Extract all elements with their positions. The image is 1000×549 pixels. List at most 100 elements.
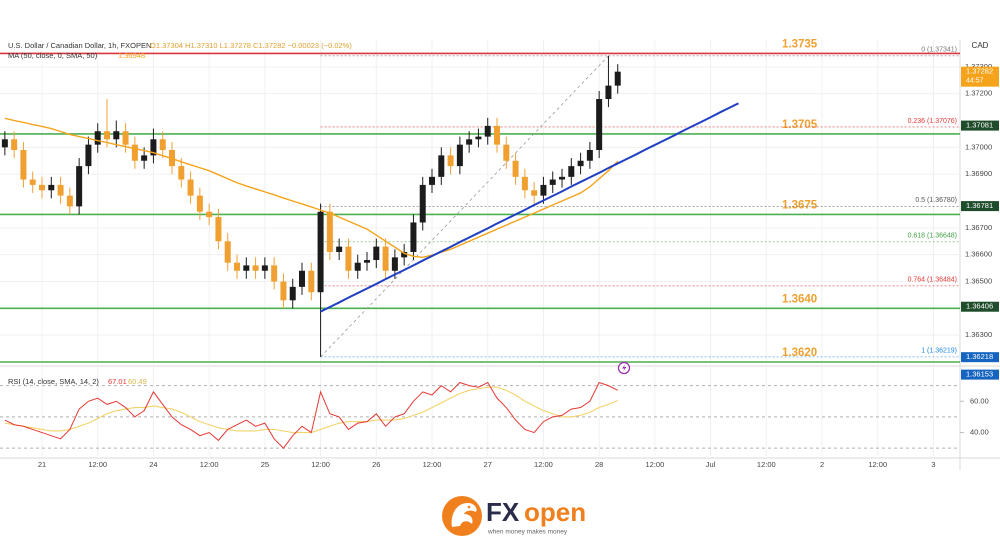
level-label: 1.3640 xyxy=(782,293,817,305)
price-badge xyxy=(961,120,999,131)
fib-label: 0.5 (1.36780) xyxy=(915,197,957,204)
candle-body xyxy=(113,131,120,140)
candle-body xyxy=(503,144,510,161)
rsi-tick-label: 60.00 xyxy=(970,396,989,405)
rsi-legend-value: 67.01 xyxy=(108,377,127,386)
x-tick-label: 27 xyxy=(484,460,492,469)
candle-body xyxy=(187,179,194,196)
candle-body xyxy=(382,246,389,271)
candle-body xyxy=(438,155,445,177)
candle-body xyxy=(159,139,166,151)
candle-body xyxy=(224,241,231,263)
event-icon-bolt xyxy=(622,364,627,372)
x-tick-label: 12:00 xyxy=(757,460,776,469)
candle-body xyxy=(401,251,408,258)
x-tick-label: 12:00 xyxy=(88,460,107,469)
rsi-sma-legend-value: 60.49 xyxy=(128,377,147,386)
candle-body xyxy=(475,136,482,140)
x-tick-label: 12:00 xyxy=(868,460,887,469)
x-tick-label: 3 xyxy=(931,460,935,469)
candle-body xyxy=(429,176,436,185)
candle-body xyxy=(317,211,324,293)
logo: FX open when money makes money xyxy=(442,496,586,536)
candle-body xyxy=(364,260,371,263)
candle-body xyxy=(466,139,473,145)
fib-label: 0.236 (1.37076) xyxy=(908,118,957,125)
x-tick-label: 26 xyxy=(372,460,380,469)
price-badge xyxy=(961,66,999,87)
level-label: 1.3705 xyxy=(782,119,818,131)
rsi-line xyxy=(4,381,618,449)
candle-body xyxy=(531,190,538,196)
logo-brand-a: FX xyxy=(486,497,520,527)
price-badge xyxy=(961,201,999,212)
x-tick-label: 12:00 xyxy=(534,460,553,469)
candle-body xyxy=(568,166,575,177)
candle-body xyxy=(261,265,268,271)
candle-body xyxy=(512,160,519,177)
candle-body xyxy=(39,184,45,191)
x-tick-label: 2 xyxy=(820,460,824,469)
fib-label: 0.618 (1.36648) xyxy=(908,233,957,240)
x-tick-label: Jul xyxy=(706,460,716,469)
x-tick-label: 12:00 xyxy=(423,460,442,469)
candle-body xyxy=(48,184,55,191)
ma-line xyxy=(4,117,619,259)
x-tick-label: 21 xyxy=(38,460,46,469)
candle-body xyxy=(243,265,250,271)
x-tick-label: 25 xyxy=(261,460,269,469)
y-tick-label: 1.36900 xyxy=(965,169,992,178)
y-tick-label: 1.36600 xyxy=(965,250,992,259)
candle-body xyxy=(271,265,278,282)
price-badge xyxy=(961,352,999,363)
candle-body xyxy=(252,265,259,271)
candle-body xyxy=(104,131,111,140)
candle-body xyxy=(605,85,612,100)
candle-body xyxy=(391,257,398,271)
y-tick-label: 1.37000 xyxy=(965,142,992,151)
candle-body xyxy=(280,281,287,301)
candle-body xyxy=(410,222,417,252)
x-tick-label: 12:00 xyxy=(200,460,219,469)
countdown: 44:57 xyxy=(966,78,984,85)
price-badge-label: 1.36218 xyxy=(966,352,993,361)
candle-body xyxy=(1,139,8,148)
candle-body xyxy=(559,176,566,180)
rsi-tick-label: 40.00 xyxy=(970,428,989,437)
y-tick-label: 1.36700 xyxy=(965,223,992,232)
candle-body xyxy=(586,150,593,161)
x-tick-label: 12:00 xyxy=(311,460,330,469)
candle-body xyxy=(66,195,73,207)
fib-label: 1 (1.36219) xyxy=(921,348,957,355)
level-label: 1.3675 xyxy=(782,199,818,211)
candle-body xyxy=(131,144,138,161)
logo-tagline: when money makes money xyxy=(487,529,568,536)
candle-body xyxy=(484,125,491,137)
price-badge-label: 1.37282 xyxy=(966,67,993,76)
candle-body xyxy=(299,270,306,287)
price-badge-label: 1.36153 xyxy=(966,370,993,379)
fib-label: 0.764 (1.36484) xyxy=(908,277,957,284)
rsi-legend: RSI (14, close, SMA, 14, 2) xyxy=(8,377,99,386)
price-badge xyxy=(961,369,999,380)
chart-title: U.S. Dollar / Canadian Dollar, 1h, FXOPE… xyxy=(8,41,151,50)
ma-legend-value: 1.36948 xyxy=(118,51,145,60)
candle-body xyxy=(456,144,463,167)
x-tick-label: 12:00 xyxy=(645,460,664,469)
candle-body xyxy=(76,166,83,207)
y-tick-label: 1.37300 xyxy=(965,62,992,71)
candle-body xyxy=(215,217,222,242)
candle-body xyxy=(11,139,18,151)
candle-body xyxy=(540,184,547,196)
candle-body xyxy=(336,246,343,252)
candle-body xyxy=(85,144,92,167)
plot: 21 12:00 24 12:00 25 12:00 26 12:00 27 12:00 28 12:… xyxy=(0,38,992,469)
candle-body xyxy=(354,262,361,271)
candle-body xyxy=(447,155,454,167)
candle-body xyxy=(419,184,426,223)
price-badge xyxy=(961,301,999,312)
trend-line xyxy=(320,102,739,313)
candle-body xyxy=(234,262,241,271)
level-label: 1.3620 xyxy=(782,347,817,359)
